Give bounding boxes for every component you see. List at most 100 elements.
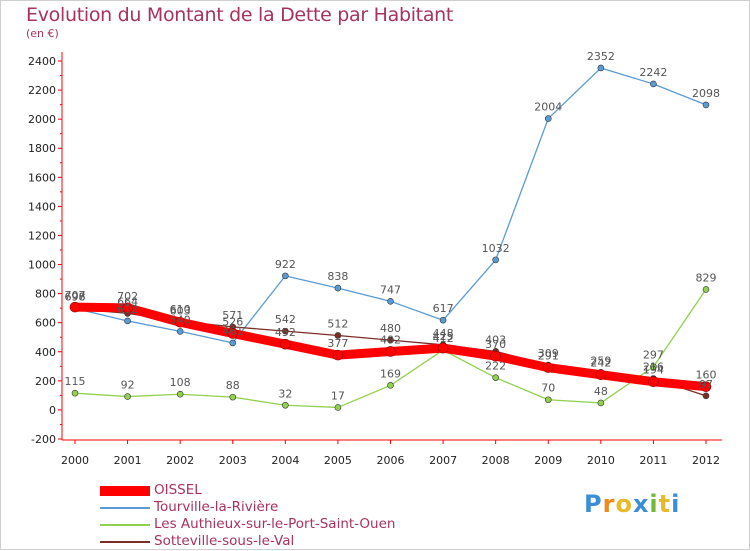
data-label: 370 bbox=[485, 338, 506, 351]
x-tick-label: 2004 bbox=[271, 454, 299, 467]
data-point bbox=[71, 389, 79, 397]
data-point bbox=[437, 342, 449, 354]
data-label: 542 bbox=[275, 313, 296, 326]
chart-title: Evolution du Montant de la Dette par Hab… bbox=[26, 4, 454, 26]
data-label: 115 bbox=[65, 375, 86, 388]
data-label: 829 bbox=[696, 271, 717, 284]
y-tick-label: 600 bbox=[35, 317, 56, 330]
y-tick-label: 400 bbox=[35, 346, 56, 359]
data-label: 70 bbox=[541, 382, 555, 395]
data-label: 403 bbox=[485, 333, 506, 346]
x-tick-label: 2003 bbox=[219, 454, 247, 467]
data-point bbox=[124, 393, 131, 400]
data-label: 194 bbox=[643, 364, 664, 377]
data-point bbox=[597, 399, 605, 407]
data-label: 452 bbox=[275, 326, 296, 339]
logo-letter: i bbox=[649, 490, 659, 518]
data-label: 603 bbox=[170, 304, 191, 317]
data-point bbox=[702, 101, 710, 109]
y-tick-label: 1800 bbox=[28, 142, 56, 155]
y-tick-label: 2000 bbox=[28, 113, 56, 126]
series-oissel bbox=[69, 301, 712, 392]
legend-label: OISSEL bbox=[154, 482, 202, 498]
y-tick-label: 1600 bbox=[28, 171, 56, 184]
data-label: 242 bbox=[590, 357, 611, 370]
data-point bbox=[69, 301, 81, 313]
data-label: 571 bbox=[222, 309, 243, 322]
data-label: 698 bbox=[65, 290, 86, 303]
data-label: 297 bbox=[643, 349, 664, 362]
data-point bbox=[332, 349, 344, 361]
logo-letter: r bbox=[602, 490, 616, 518]
legend-label: Sotteville-sous-le-Val bbox=[154, 533, 295, 549]
data-label: 448 bbox=[433, 327, 454, 340]
data-point bbox=[174, 316, 186, 328]
data-label: 412 bbox=[433, 332, 454, 345]
y-tick-label: 2200 bbox=[28, 84, 56, 97]
data-label: 32 bbox=[278, 387, 292, 400]
legend-label: Tourville-la-Rivière bbox=[154, 499, 279, 515]
data-point bbox=[227, 328, 239, 339]
data-label: 108 bbox=[170, 376, 191, 389]
legend-swatch bbox=[100, 507, 150, 509]
data-label: 291 bbox=[538, 350, 559, 363]
data-point bbox=[124, 317, 131, 325]
legend-swatch bbox=[100, 524, 150, 526]
data-point bbox=[544, 396, 552, 404]
data-label: 309 bbox=[538, 347, 559, 360]
data-label: 92 bbox=[121, 379, 135, 392]
data-point bbox=[490, 350, 501, 362]
data-point bbox=[334, 332, 342, 339]
data-point bbox=[122, 302, 133, 314]
data-label: 512 bbox=[327, 317, 348, 330]
data-label: 617 bbox=[433, 302, 454, 315]
data-label: 922 bbox=[275, 258, 296, 271]
data-label: 664 bbox=[117, 295, 138, 308]
logo-letter: o bbox=[615, 490, 633, 518]
chart-subtitle: (en €) bbox=[26, 27, 59, 40]
logo-letter: x bbox=[632, 490, 650, 518]
chart-svg: -200 0 200 400 600 800 1000 1200 1400 1600 1800 200… bbox=[28, 50, 722, 467]
data-label: 216 bbox=[643, 361, 664, 374]
data-point bbox=[282, 272, 289, 280]
data-point bbox=[280, 338, 291, 350]
y-tick-label: 1200 bbox=[28, 229, 56, 242]
x-tick-label: 2011 bbox=[639, 454, 667, 467]
data-point bbox=[282, 401, 289, 409]
data-point bbox=[385, 346, 396, 357]
data-point bbox=[334, 284, 342, 292]
data-label: 1032 bbox=[482, 242, 510, 255]
data-label: 402 bbox=[380, 333, 401, 346]
data-label: 2004 bbox=[534, 101, 562, 114]
x-tick-label: 2006 bbox=[377, 454, 405, 467]
data-label: 2098 bbox=[692, 87, 720, 100]
proxiti-logo: Proxiti bbox=[584, 490, 680, 518]
data-point bbox=[387, 298, 394, 305]
data-label: 169 bbox=[380, 367, 401, 380]
data-point bbox=[282, 327, 289, 335]
y-tick-label: -200 bbox=[31, 433, 56, 446]
x-tick-label: 2010 bbox=[587, 454, 615, 467]
logo-letter: i bbox=[671, 490, 681, 518]
data-point bbox=[492, 374, 499, 381]
x-tick-label: 2012 bbox=[692, 454, 720, 467]
data-point bbox=[492, 256, 499, 264]
data-label: 425 bbox=[433, 330, 454, 343]
data-point bbox=[650, 80, 657, 88]
data-label: 2352 bbox=[587, 50, 615, 63]
data-point bbox=[542, 362, 554, 373]
data-point bbox=[650, 363, 657, 371]
y-tick-label: 200 bbox=[35, 375, 56, 388]
data-label: 707 bbox=[65, 289, 86, 302]
x-tick-label: 2002 bbox=[166, 454, 194, 467]
legend-swatch bbox=[100, 486, 150, 496]
data-point bbox=[387, 382, 394, 389]
data-point bbox=[439, 316, 447, 324]
x-tick-label: 2007 bbox=[429, 454, 457, 467]
data-label: 526 bbox=[222, 315, 243, 328]
data-point bbox=[387, 336, 394, 344]
data-label: 222 bbox=[485, 360, 506, 373]
x-tick-label: 2001 bbox=[114, 454, 142, 467]
data-label: 461 bbox=[222, 325, 243, 338]
